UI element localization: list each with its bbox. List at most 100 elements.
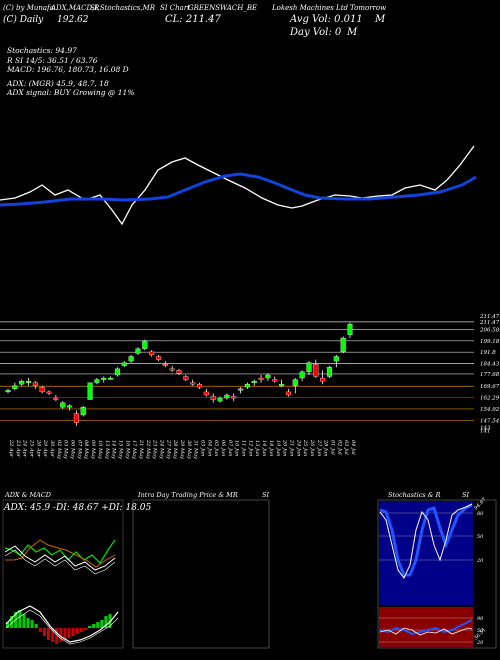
macd-histogram-bar: [6, 622, 9, 628]
macd-histogram-bar: [22, 614, 26, 628]
candle-body: [114, 368, 120, 376]
candle-body: [46, 391, 52, 394]
date-tick-label: 31 May: [193, 440, 199, 459]
macd-signal-line: [5, 609, 119, 645]
date-tick-label: 21 Jun: [288, 439, 294, 456]
date-tick-label: 10 Jun: [234, 440, 240, 456]
indicator-line-white: [0, 145, 475, 226]
header-day-vol: Day Vol: 0: [290, 27, 342, 38]
candle-body: [196, 384, 203, 388]
date-tick-label: 16 May: [124, 440, 130, 459]
rsi-tick-label: 50: [477, 628, 484, 634]
candle-body: [258, 377, 264, 380]
macd-histogram-bar: [18, 610, 22, 628]
candle-body: [265, 374, 271, 379]
rsi-readout: R SI 14/5: 36.51 / 63.76: [7, 56, 98, 65]
macd-histogram-bar: [14, 612, 18, 628]
date-tick-label: 29 May: [179, 439, 185, 459]
rsi-mrsi-line: [379, 619, 473, 636]
date-tick-label: 07 Jun: [227, 440, 233, 456]
rsi-value-label: 36.51: [473, 627, 487, 641]
stoch-tick-label: 50: [477, 534, 484, 540]
macd-line: [5, 605, 119, 643]
stoch-panel-title: Stochastics & R: [388, 491, 441, 499]
macd-histogram-bar: [38, 628, 42, 632]
rsi-tick-label: 20: [476, 640, 484, 646]
macd-histogram-bar: [96, 622, 100, 628]
date-tick-label: 11 Jun: [241, 440, 247, 456]
price-tick-label: 143: [480, 425, 491, 431]
candle-body: [279, 384, 285, 386]
price-tick-label: 147.54: [480, 418, 500, 424]
date-tick-label: 27 May: [165, 439, 171, 459]
candle-body: [60, 402, 66, 408]
price-chart: 211.47206.58199.18191.8184.43177.68169.6…: [0, 145, 500, 459]
header-ticker: GREENSWACH_BE: [188, 4, 258, 12]
date-tick-label: 25 Jun: [302, 439, 308, 456]
macd-histogram-bar: [67, 628, 71, 638]
header-line1-left: (C) by Munafa: [3, 4, 54, 12]
date-tick-label: 22 Apr: [8, 439, 14, 458]
date-tick-label: 27 Jun: [316, 439, 322, 456]
adx-panel-value: ADX: 45.9 -DI: 48.67 +DI: 18.05: [4, 503, 152, 513]
date-tick-label: 26 Jun: [309, 439, 315, 456]
candle-body: [272, 379, 278, 382]
price-tick-label: 206.58: [479, 327, 500, 333]
date-tick-label: 30 May: [186, 440, 192, 459]
macd-histogram-bar: [51, 628, 55, 642]
candle-body: [340, 337, 346, 353]
date-tick-label: 09 May: [90, 440, 96, 459]
adx-signal-readout: ADX signal: BUY Growing @ 11%: [7, 88, 135, 97]
date-tick-label: 02 Jul: [336, 440, 342, 455]
stochastics-readout: Stochastics: 94.97: [7, 46, 77, 55]
date-tick-label: 24 May: [158, 439, 164, 459]
candle-body: [5, 390, 11, 393]
price-tick-label: 199.18: [480, 339, 500, 345]
adx-line: [4, 545, 116, 571]
adx-readout: ADX: (MGR) 45.9, 48.7, 18: [7, 79, 109, 88]
macd-histogram-bar: [30, 620, 34, 628]
candle-body: [333, 356, 339, 362]
candle-body: [292, 379, 298, 386]
candle-body: [313, 364, 319, 377]
header-daily: (C) Daily: [3, 15, 44, 25]
stoch-panel-si: SI: [462, 491, 470, 499]
header-close: CL: 211.47: [165, 14, 221, 25]
date-tick-label: 07 May: [76, 440, 82, 459]
date-tick-label: 03 Jun: [200, 440, 206, 456]
candle-body: [121, 362, 127, 366]
candle-body: [203, 391, 209, 396]
macd-histogram-bar: [42, 628, 46, 636]
date-tick-label: 24 Jun: [295, 439, 301, 456]
candle-body: [217, 397, 223, 402]
candle-body: [101, 377, 107, 380]
candle-body: [224, 394, 230, 399]
date-tick-label: 23 May: [152, 439, 158, 459]
candle-body: [19, 380, 25, 385]
candle-body: [53, 397, 59, 400]
adx-panel-title: ADX & MACD: [5, 491, 51, 499]
intraday-panel-frame: [132, 499, 270, 649]
candle-body: [32, 382, 38, 386]
stoch-panel-frame: [377, 499, 497, 649]
candle-body: [231, 396, 237, 399]
price-tick-label: 211.47: [479, 320, 500, 326]
header-line1-mid2: SI,Stochastics,MR: [90, 4, 156, 12]
date-tick-label: 23 Apr: [15, 439, 21, 458]
macd-histogram-bar: [92, 624, 96, 628]
rsi-line: [379, 627, 473, 636]
macd-histogram-bar: [55, 628, 59, 644]
date-tick-label: 22 May: [145, 439, 151, 459]
candle-body: [135, 348, 141, 354]
candle-body: [25, 380, 32, 383]
header-line1-mid3: SI Chart: [160, 4, 190, 12]
macd-histogram-bar: [104, 616, 108, 628]
macd-histogram-bar: [26, 618, 30, 628]
macd-histogram-bar: [71, 628, 75, 636]
macd-histogram-bar: [75, 628, 79, 634]
candle-body: [320, 377, 326, 382]
date-tick-label: 30 Apr: [49, 440, 55, 458]
date-tick-label: 14 May: [111, 440, 117, 459]
candle-body: [306, 362, 312, 373]
candle-body: [73, 413, 79, 423]
